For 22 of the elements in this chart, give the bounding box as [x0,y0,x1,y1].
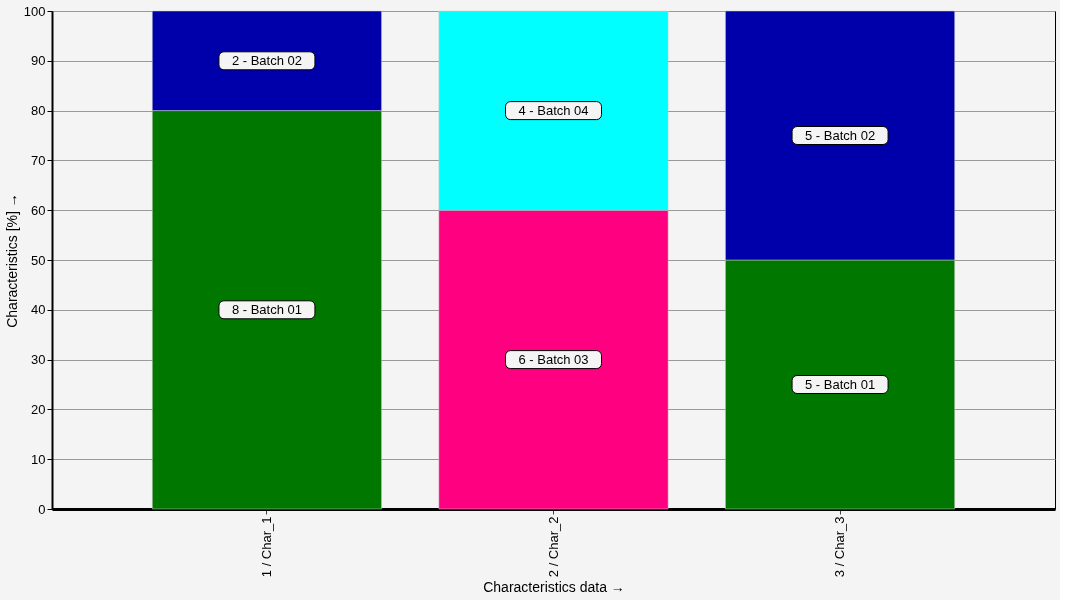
y-tick-label: 10 [31,451,46,467]
annotation: 4 - Batch 04 [518,102,589,118]
y-tick-label: 30 [31,352,46,368]
y-tick-label: 60 [31,202,46,218]
x-axis-title: Characteristics data → [483,579,625,596]
y-tick-label: 40 [31,302,46,318]
annotation: 5 - Batch 02 [805,127,876,143]
annotation: 5 - Batch 01 [805,376,876,392]
y-tick-label: 0 [38,501,46,517]
y-tick-label: 70 [31,152,46,168]
annotation: 6 - Batch 03 [518,351,589,367]
x-tick-label: 1 / Char_1 [258,516,274,578]
y-tick-label: 100 [23,3,46,19]
x-tick-label: 3 / Char_3 [832,516,848,578]
x-tick-label: 2 / Char_2 [545,516,561,578]
y-tick-label: 20 [31,401,46,417]
annotation: 2 - Batch 02 [231,52,302,68]
y-tick-label: 80 [31,103,46,119]
y-tick-label: 90 [31,53,46,69]
y-axis-title: Characteristics [%] → [3,193,20,328]
annotation: 8 - Batch 01 [231,301,302,317]
y-tick-label: 50 [31,252,46,268]
